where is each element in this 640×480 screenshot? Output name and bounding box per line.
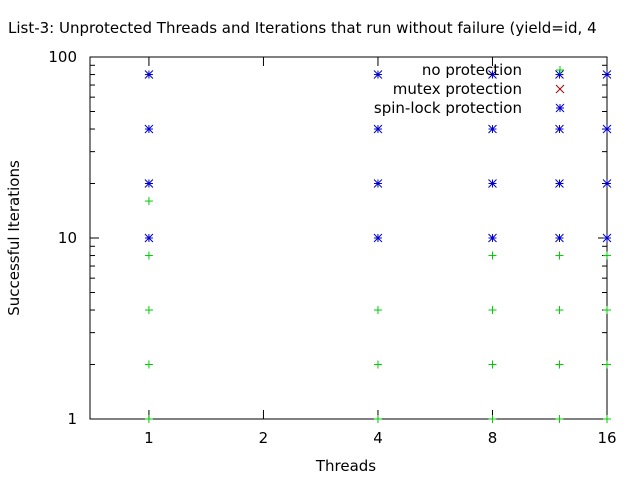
data-point xyxy=(555,233,564,243)
plot-frame xyxy=(89,56,608,420)
y-axis-label: Successful Iterations xyxy=(5,160,23,316)
data-point xyxy=(555,251,564,260)
x-tick-label: 16 xyxy=(597,429,616,447)
data-point xyxy=(373,233,383,243)
axis-ticks: 1 10 100 1 2 4 8 16 xyxy=(48,48,616,447)
data-point xyxy=(373,124,383,134)
legend-label: no protection xyxy=(422,61,522,79)
x-tick-label: 8 xyxy=(488,429,498,447)
x-tick-label: 4 xyxy=(373,429,383,447)
legend-marker xyxy=(556,66,564,74)
y-tick-label: 1 xyxy=(67,410,77,428)
data-point xyxy=(488,179,497,188)
plot-axes xyxy=(89,56,608,420)
data-point xyxy=(603,251,611,260)
data-point xyxy=(603,306,611,315)
data-point xyxy=(555,415,564,423)
data-point xyxy=(488,70,497,79)
data-point xyxy=(488,415,497,423)
data-point xyxy=(373,179,383,188)
data-point xyxy=(602,124,612,134)
x-tick-label: 2 xyxy=(259,429,269,447)
data-point xyxy=(555,124,564,134)
data-point xyxy=(555,306,564,315)
data-point xyxy=(144,251,153,260)
legend-marker xyxy=(555,103,565,113)
data-point xyxy=(144,415,153,423)
x-tick-label: 1 xyxy=(144,429,154,447)
data-point xyxy=(555,70,564,79)
data-point xyxy=(555,360,564,369)
legend-marker xyxy=(555,84,565,94)
data-point xyxy=(488,124,497,134)
data-point xyxy=(488,233,497,243)
data-point xyxy=(488,360,497,369)
data-point xyxy=(144,233,154,243)
data-point xyxy=(144,124,154,134)
data-point xyxy=(373,360,382,369)
y-tick-label: 100 xyxy=(48,48,77,66)
data-point xyxy=(373,306,382,315)
data-point xyxy=(602,70,612,79)
legend-label: spin-lock protection xyxy=(374,99,522,117)
legend-label: mutex protection xyxy=(393,80,522,98)
data-point xyxy=(144,70,154,79)
chart-title: List-3: Unprotected Threads and Iteratio… xyxy=(8,19,597,37)
data-point xyxy=(555,179,564,188)
data-point xyxy=(144,197,153,206)
data-point xyxy=(373,415,382,423)
data-point xyxy=(603,360,611,369)
x-axis-label: Threads xyxy=(315,457,376,475)
data-point xyxy=(488,251,497,260)
data-point xyxy=(373,70,383,79)
data-point xyxy=(488,306,497,315)
data-point xyxy=(602,179,612,188)
data-point xyxy=(602,233,612,243)
data-point xyxy=(144,360,153,369)
data-point xyxy=(603,415,611,423)
y-tick-label: 10 xyxy=(58,229,77,247)
data-point xyxy=(144,306,153,315)
data-points xyxy=(144,70,612,423)
data-point xyxy=(144,179,154,188)
